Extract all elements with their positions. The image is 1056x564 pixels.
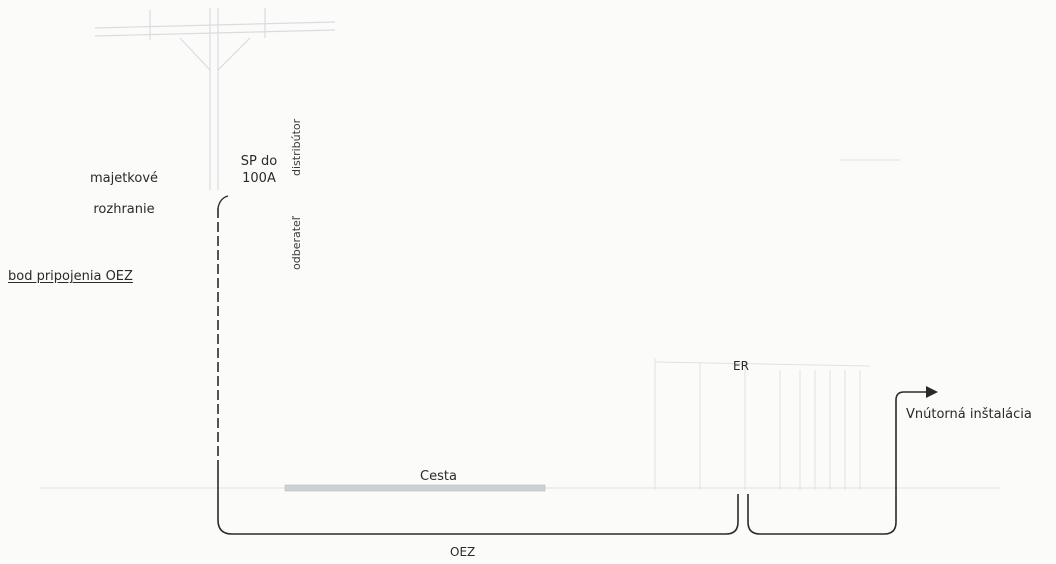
label-odberatel: odberateľ	[290, 216, 303, 270]
label-distributor: distribútor	[290, 118, 303, 176]
label-sp-line1: SP do	[240, 154, 278, 169]
internal-installation-line	[747, 391, 928, 535]
arrow-head-icon	[926, 386, 938, 398]
oez-cable-line	[217, 470, 739, 535]
road-strip	[284, 484, 546, 492]
label-er: ER	[733, 359, 749, 373]
label-majetkove: majetkové	[89, 171, 159, 186]
label-oez: OEZ	[450, 545, 476, 559]
building-sketch	[40, 159, 1000, 490]
power-pole-sketch	[94, 8, 336, 190]
label-sp-line2: 100A	[242, 171, 276, 186]
sp-box-corner	[217, 195, 229, 209]
label-rozhranie: rozhranie	[93, 202, 155, 217]
label-cesta: Cesta	[420, 469, 457, 484]
label-vnutorna-instalacia: Vnútorná inštalácia	[906, 407, 1032, 422]
label-bod-pripojenia: bod pripojenia OEZ	[8, 269, 133, 284]
